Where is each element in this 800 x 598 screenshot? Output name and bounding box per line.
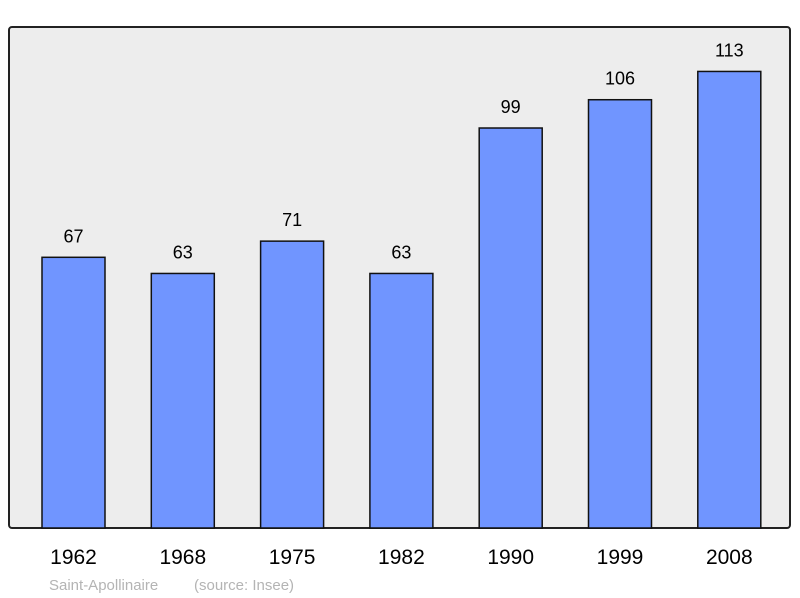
x-tick-label-1982: 1982 [378, 546, 425, 569]
footer-place: Saint-Apollinaire [49, 577, 158, 594]
x-tick-label-1990: 1990 [487, 546, 534, 569]
x-tick-label-1968: 1968 [159, 546, 206, 569]
data-label-1999: 106 [605, 69, 635, 89]
bar-1999 [587, 98, 653, 529]
bar-2008 [697, 70, 762, 529]
data-label-1975: 71 [282, 210, 302, 230]
data-label-1962: 67 [63, 226, 83, 246]
bar-1962 [41, 256, 106, 529]
bar-1975 [259, 240, 325, 529]
footer-source: (source: Insee) [194, 577, 294, 594]
bar-1982 [369, 272, 434, 529]
x-tick-label-1975: 1975 [269, 546, 316, 569]
data-label-1990: 99 [501, 97, 521, 117]
data-label-1982: 63 [391, 242, 411, 262]
x-tick-label-1962: 1962 [50, 546, 97, 569]
data-label-1968: 63 [173, 242, 193, 262]
bar-1990 [478, 127, 543, 529]
x-tick-label-2008: 2008 [706, 546, 753, 569]
data-label-2008: 113 [715, 40, 744, 60]
x-tick-label-1999: 1999 [597, 546, 644, 569]
bar-1968 [150, 272, 216, 529]
